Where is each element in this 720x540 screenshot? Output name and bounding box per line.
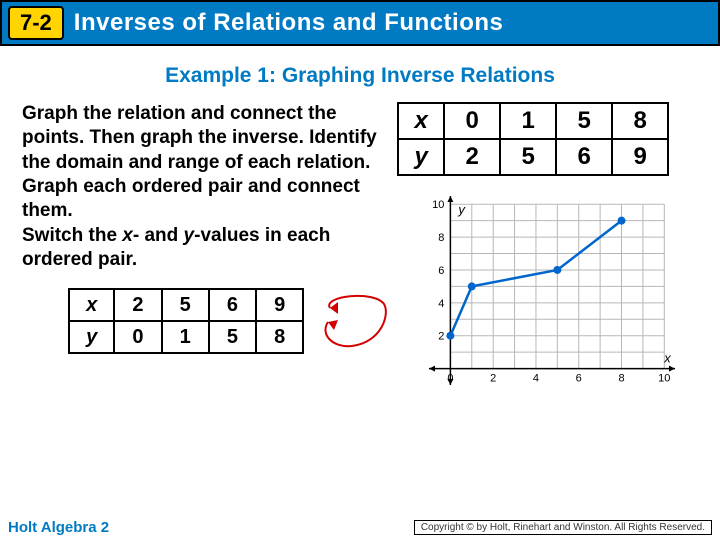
inverse-y-label: y [69,321,114,353]
right-column: x 0 1 5 8 y 2 5 6 9 0246810246810xy [397,102,710,405]
swap-arrow-icon [318,290,391,352]
section-badge: 7-2 [8,6,64,40]
cell: 6 [209,289,256,321]
example-subtitle: Example 1: Graphing Inverse Relations [0,64,720,88]
svg-text:6: 6 [438,265,444,277]
chart: 0246810246810xy [403,190,683,405]
svg-text:10: 10 [658,373,670,385]
left-column: Graph the relation and connect the point… [22,102,397,405]
cell: 5 [556,103,612,139]
svg-text:0: 0 [447,373,453,385]
svg-text:2: 2 [490,373,496,385]
cell: 1 [500,103,556,139]
cell: 5 [209,321,256,353]
cell: 9 [256,289,303,321]
orig-y-label: y [398,139,444,175]
inverse-table: x 2 5 6 9 y 0 1 5 8 [68,288,304,354]
instruction-x: x [122,225,133,246]
cell: 5 [500,139,556,175]
cell: 6 [556,139,612,175]
cell: 0 [444,103,500,139]
table-row: y 0 1 5 8 [69,321,303,353]
cell: 8 [256,321,303,353]
instruction-line3-mid: - and [133,225,184,246]
cell: 0 [114,321,161,353]
svg-text:8: 8 [438,232,444,244]
header-bar: 7-2 Inverses of Relations and Functions [0,0,720,46]
svg-text:4: 4 [533,373,539,385]
instruction-text: Graph the relation and connect the point… [22,102,391,272]
table-row: x 2 5 6 9 [69,289,303,321]
svg-text:x: x [663,351,671,366]
svg-text:6: 6 [576,373,582,385]
instruction-line1: Graph the relation and connect the point… [22,103,377,173]
cell: 9 [612,139,668,175]
cell: 1 [162,321,209,353]
svg-text:10: 10 [432,199,444,211]
svg-text:4: 4 [438,298,444,310]
chart-svg: 0246810246810xy [403,190,683,405]
cell: 8 [612,103,668,139]
table-row: x 0 1 5 8 [398,103,668,139]
instruction-line3-pre: Switch the [22,225,122,246]
inverse-x-label: x [69,289,114,321]
svg-text:8: 8 [619,373,625,385]
instruction-y: y [184,225,195,246]
cell: 2 [444,139,500,175]
content-row: Graph the relation and connect the point… [0,102,720,405]
cell: 5 [162,289,209,321]
orig-x-label: x [398,103,444,139]
copyright-text: Copyright © by Holt, Rinehart and Winsto… [414,520,712,535]
table-row: y 2 5 6 9 [398,139,668,175]
header-title: Inverses of Relations and Functions [74,9,504,37]
instruction-line2: Graph each ordered pair and connect them… [22,176,360,221]
inverse-table-row: x 2 5 6 9 y 0 1 5 8 [68,288,391,354]
footer: Holt Algebra 2 Copyright © by Holt, Rine… [0,519,720,536]
book-title: Holt Algebra 2 [8,519,109,536]
svg-text:2: 2 [438,331,444,343]
cell: 2 [114,289,161,321]
original-table: x 0 1 5 8 y 2 5 6 9 [397,102,669,176]
